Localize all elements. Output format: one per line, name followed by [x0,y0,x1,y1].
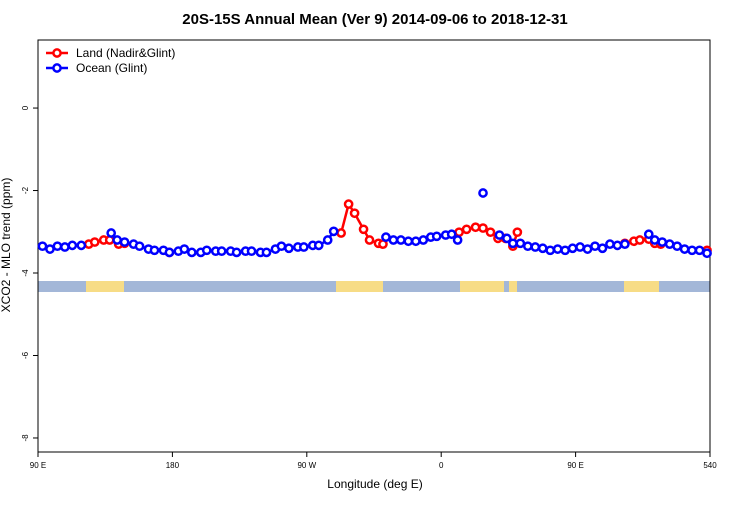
x-tick-label: 90 W [297,461,316,470]
x-tick-label: 180 [166,461,180,470]
data-point [634,235,645,245]
data-point [687,245,697,256]
data-point [552,244,563,254]
data-point [67,240,78,251]
x-tick-label: 540 [703,461,717,470]
data-point [364,235,375,245]
data-point [431,231,442,242]
data-point [403,236,414,247]
data-point [657,237,668,247]
data-point [106,228,117,238]
data-point [349,208,360,219]
data-point [664,239,675,249]
data-point [119,237,130,247]
data-point [694,245,705,256]
data-point [396,235,406,245]
data-point [530,242,541,252]
data-point [388,235,399,245]
data-point [298,242,309,252]
data-point [494,230,505,240]
data-point [537,243,548,254]
data-point [567,243,578,254]
data-point [512,227,523,238]
data-point [37,241,48,252]
legend-label: Ocean (Glint) [76,61,147,75]
data-point [343,199,354,209]
legend-label: Land (Nadir&Glint) [76,46,175,60]
data-point [45,244,55,254]
data-point [261,247,272,258]
data-point [446,229,457,240]
x-axis-label: Longitude (deg E) [327,477,422,491]
data-point [60,242,70,252]
data-point [164,247,175,258]
data-point [461,224,472,235]
data-point [52,241,63,252]
data-point [597,243,608,254]
data-point [149,245,160,256]
data-point [134,241,145,252]
x-tick-label: 90 E [567,461,583,470]
data-point [515,238,526,249]
data-point [216,246,227,257]
data-point [560,245,570,256]
data-point [502,233,512,244]
data-point [246,246,257,257]
data-point [452,235,463,245]
data-point [284,243,294,254]
data-point [522,241,533,252]
data-point [643,229,654,240]
x-tick-label: 0 [439,461,444,470]
data-point [679,244,690,254]
y-tick-label: -8 [21,434,30,442]
data-point [590,241,600,252]
y-tick-label: -4 [21,269,30,277]
data-point [112,235,122,245]
data-point [76,240,87,251]
data-point [605,239,615,249]
data-point [89,237,100,247]
data-point [702,248,712,259]
data-point [485,227,496,238]
legend-marker [52,48,62,58]
data-point [381,232,391,242]
data-point [231,247,242,258]
data-point [575,242,585,252]
legend-marker [52,63,62,73]
data-point [322,235,333,245]
data-point [358,224,369,235]
data-point [276,241,287,252]
data-point [612,240,623,251]
data-point [336,228,346,238]
data-point [478,188,488,198]
data-point [328,226,339,237]
data-point [201,245,212,256]
data-point [313,240,324,251]
chart-title: 20S-15S Annual Mean (Ver 9) 2014-09-06 t… [182,11,567,28]
data-point [478,223,488,233]
y-tick-label: 0 [21,105,30,110]
y-axis-label: XCO2 - MLO trend (ppm) [0,178,13,313]
data-point [410,236,421,247]
data-point [418,235,429,245]
data-point [649,235,660,245]
data-point [508,238,518,249]
x-tick-label: 90 E [30,461,46,470]
data-point [545,245,556,256]
surface-strip [38,281,710,292]
y-tick-label: -6 [21,351,30,359]
data-point [186,247,197,258]
data-point [582,244,593,254]
data-point [454,227,464,238]
data-point [672,241,682,252]
data-point [470,222,481,233]
data-point [179,244,190,254]
data-point [620,239,630,249]
y-tick-label: -2 [21,186,30,194]
